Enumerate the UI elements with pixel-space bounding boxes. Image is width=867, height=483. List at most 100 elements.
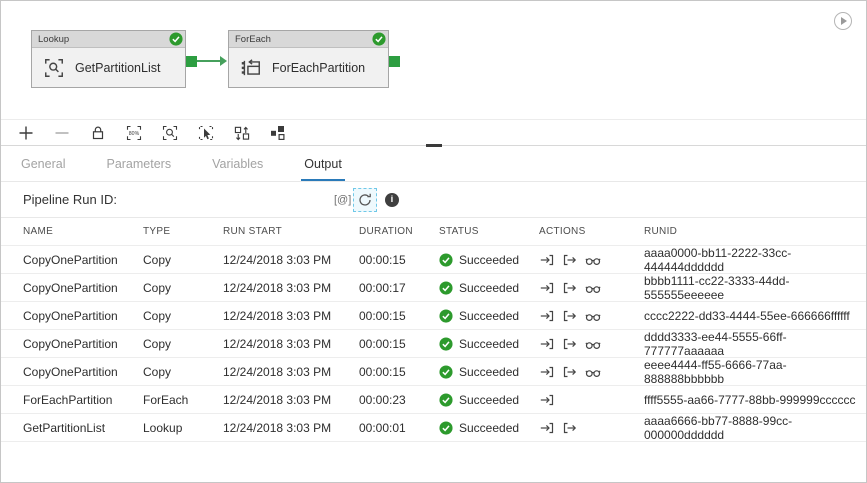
zoom-in-icon[interactable] xyxy=(17,124,34,141)
duration-cell: 00:00:01 xyxy=(359,420,406,435)
duration-cell: 00:00:17 xyxy=(359,280,406,295)
select-icon[interactable] xyxy=(197,124,214,141)
run-start-cell: 12/24/2018 3:03 PM xyxy=(223,336,332,351)
activity-node-body: GetPartitionList xyxy=(32,48,185,87)
succeeded-check-icon xyxy=(439,336,453,351)
input-icon[interactable] xyxy=(539,336,555,352)
activity-type-cell: Copy xyxy=(143,280,172,295)
panel-resize-grip[interactable] xyxy=(425,144,442,147)
activity-name-cell: GetPartitionList xyxy=(23,420,106,435)
status-label: Succeeded xyxy=(459,308,520,323)
output-port[interactable] xyxy=(389,56,400,67)
run-start-cell: 12/24/2018 3:03 PM xyxy=(223,308,332,323)
table-row: CopyOnePartition Copy 12/24/2018 3:03 PM… xyxy=(1,302,866,330)
status-cell: Succeeded xyxy=(439,309,539,323)
succeeded-check-icon xyxy=(439,364,453,379)
tab-output[interactable]: Output xyxy=(301,157,345,181)
table-row: CopyOnePartition Copy 12/24/2018 3:03 PM… xyxy=(1,274,866,302)
table-row: CopyOnePartition Copy 12/24/2018 3:03 PM… xyxy=(1,358,866,386)
run-id-cell: dddd3333-ee44-5555-66ff-777777aaaaaa xyxy=(644,329,787,358)
succeeded-check-icon xyxy=(439,280,453,295)
output-port[interactable] xyxy=(186,56,197,67)
succeeded-check-icon xyxy=(439,392,453,407)
actions-cell xyxy=(539,280,644,296)
output-icon[interactable] xyxy=(562,420,578,436)
output-panel: Pipeline Run ID: [@] i NAME TYPE RUN STA… xyxy=(1,182,866,442)
pipeline-canvas[interactable]: Lookup GetPartitionList ForEach ForEachP… xyxy=(1,1,866,120)
status-cell: Succeeded xyxy=(439,337,539,351)
run-start-cell: 12/24/2018 3:03 PM xyxy=(223,364,332,379)
connector-arrowhead xyxy=(220,56,227,66)
activity-type-label: ForEach xyxy=(235,33,271,45)
table-body: CopyOnePartition Copy 12/24/2018 3:03 PM… xyxy=(1,246,866,442)
details-glasses-icon[interactable] xyxy=(585,308,601,324)
table-row: CopyOnePartition Copy 12/24/2018 3:03 PM… xyxy=(1,330,866,358)
activity-node-foreach[interactable]: ForEach ForEachPartition xyxy=(228,30,389,88)
activity-type-cell: Copy xyxy=(143,252,172,267)
status-cell: Succeeded xyxy=(439,421,539,435)
duration-cell: 00:00:23 xyxy=(359,392,406,407)
activity-type-cell: Copy xyxy=(143,364,172,379)
activity-type-cell: Copy xyxy=(143,308,172,323)
multi-select-icon[interactable] xyxy=(269,124,286,141)
actions-cell xyxy=(539,420,644,436)
column-header-status: STATUS xyxy=(439,226,479,237)
zoom-level-icon[interactable]: 80% xyxy=(125,124,142,141)
activity-node-header: ForEach xyxy=(229,31,388,48)
duration-cell: 00:00:15 xyxy=(359,364,406,379)
duration-cell: 00:00:15 xyxy=(359,252,406,267)
run-id-cell: bbbb1111-cc22-3333-44dd-555555eeeeee xyxy=(644,273,790,302)
run-start-cell: 12/24/2018 3:03 PM xyxy=(223,420,332,435)
output-icon[interactable] xyxy=(562,364,578,380)
refresh-button[interactable] xyxy=(353,188,377,212)
run-id-cell: eeee4444-ff55-6666-77aa-888888bbbbbb xyxy=(644,357,787,386)
details-glasses-icon[interactable] xyxy=(585,336,601,352)
details-glasses-icon[interactable] xyxy=(585,364,601,380)
dynamic-content-icon[interactable]: [@] xyxy=(334,193,352,206)
succeeded-check-icon xyxy=(439,308,453,323)
duration-cell: 00:00:15 xyxy=(359,336,406,351)
output-icon[interactable] xyxy=(562,252,578,268)
connector-edge xyxy=(197,60,221,62)
status-label: Succeeded xyxy=(459,280,520,295)
column-header-type: TYPE xyxy=(143,226,171,237)
info-icon[interactable]: i xyxy=(385,192,399,207)
activity-name-cell: CopyOnePartition xyxy=(23,336,118,351)
activity-type-label: Lookup xyxy=(38,33,70,45)
zoom-to-fit-icon[interactable] xyxy=(161,124,178,141)
input-icon[interactable] xyxy=(539,392,555,408)
auto-align-icon[interactable] xyxy=(233,124,250,141)
zoom-level-value: 80% xyxy=(128,131,139,137)
status-cell: Succeeded xyxy=(439,253,539,267)
output-icon[interactable] xyxy=(562,336,578,352)
tab-parameters[interactable]: Parameters xyxy=(106,157,172,171)
input-icon[interactable] xyxy=(539,364,555,380)
activity-type-cell: Lookup xyxy=(143,420,183,435)
status-label: Succeeded xyxy=(459,420,520,435)
panel-tabs: General Parameters Variables Output xyxy=(1,146,866,182)
input-icon[interactable] xyxy=(539,280,555,296)
zoom-out-icon[interactable] xyxy=(53,124,70,141)
play-icon xyxy=(841,17,847,25)
run-id-cell: ffff5555-aa66-7777-88bb-999999cccccc xyxy=(644,392,856,407)
input-icon[interactable] xyxy=(539,420,555,436)
succeeded-badge-icon xyxy=(169,32,183,46)
details-glasses-icon[interactable] xyxy=(585,252,601,268)
activity-node-lookup[interactable]: Lookup GetPartitionList xyxy=(31,30,186,88)
table-header: NAME TYPE RUN START DURATION STATUS ACTI… xyxy=(1,218,866,246)
pipeline-run-id-row: Pipeline Run ID: [@] i xyxy=(1,182,866,218)
activity-node-body: ForEachPartition xyxy=(229,48,388,87)
output-icon[interactable] xyxy=(562,280,578,296)
tab-general[interactable]: General xyxy=(21,157,66,171)
output-icon[interactable] xyxy=(562,308,578,324)
details-glasses-icon[interactable] xyxy=(585,280,601,296)
run-start-cell: 12/24/2018 3:03 PM xyxy=(223,392,332,407)
input-icon[interactable] xyxy=(539,252,555,268)
tab-variables[interactable]: Variables xyxy=(212,157,264,171)
activity-name: ForEachPartition xyxy=(272,60,366,75)
input-icon[interactable] xyxy=(539,308,555,324)
succeeded-badge-icon xyxy=(372,32,386,46)
activity-name-cell: CopyOnePartition xyxy=(23,308,118,323)
play-button[interactable] xyxy=(834,12,852,30)
lock-icon[interactable] xyxy=(89,124,106,141)
